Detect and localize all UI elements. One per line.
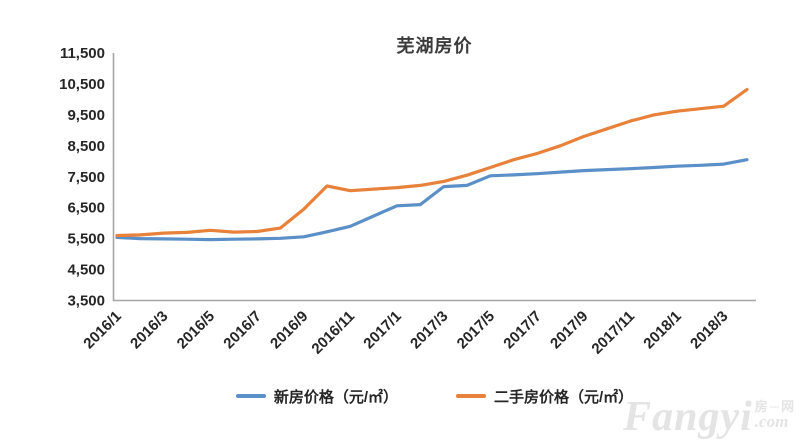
x-tick-label: 2017/9	[547, 308, 591, 352]
x-tick-label: 2018/3	[687, 308, 731, 352]
x-tick-label: 2016/5	[174, 308, 218, 352]
series-line-secondhand-house	[115, 87, 749, 238]
legend-item-secondhand-house: 二手房价格（元/㎡）	[456, 386, 633, 407]
watermark-brand-text: Fangyi	[623, 394, 753, 440]
watermark-logo: Fangyi 房─网 .com	[623, 396, 796, 438]
watermark-side-text: 房─网	[754, 399, 796, 414]
x-tick-label: 2016/7	[220, 308, 264, 352]
y-tick-label: 4,500	[67, 262, 105, 279]
x-tick-label: 2016/3	[127, 308, 171, 352]
chart-title: 芜湖房价	[396, 36, 473, 56]
x-tick-label: 2017/3	[407, 308, 451, 352]
axis-lines	[112, 53, 756, 302]
legend-label-secondhand-house: 二手房价格（元/㎡）	[494, 388, 634, 406]
x-tick-label: 2016/11	[308, 308, 358, 358]
y-tick-label: 11,500	[60, 45, 105, 62]
x-tick-label: 2016/9	[267, 308, 311, 352]
y-tick-label: 9,500	[67, 107, 105, 124]
series-line-new-house	[115, 158, 749, 242]
legend-marker-new-house	[235, 394, 266, 398]
x-tick-label: 2016/1	[80, 308, 124, 352]
x-tick-label: 2017/11	[588, 308, 638, 358]
x-tick-label: 2017/7	[500, 308, 544, 352]
y-tick-label: 8,500	[67, 138, 105, 155]
y-tick-label: 7,500	[67, 169, 105, 186]
y-tick-label: 10,500	[59, 76, 105, 93]
watermark-com-text: .com	[754, 412, 789, 431]
y-tick-label: 6,500	[67, 200, 105, 217]
y-tick-label: 5,500	[67, 231, 105, 248]
legend-marker-secondhand-house	[456, 394, 486, 398]
legend-item-new-house: 新房价格（元/㎡）	[235, 386, 398, 407]
x-tick-label: 2018/1	[640, 308, 684, 352]
x-tick-label: 2017/5	[454, 308, 498, 352]
legend-label-new-house: 新房价格（元/㎡）	[273, 388, 398, 406]
chart-legend: 新房价格（元/㎡） 二手房价格（元/㎡）	[113, 383, 756, 409]
x-tick-label: 2017/1	[360, 308, 404, 352]
y-tick-label: 3,500	[67, 293, 105, 310]
